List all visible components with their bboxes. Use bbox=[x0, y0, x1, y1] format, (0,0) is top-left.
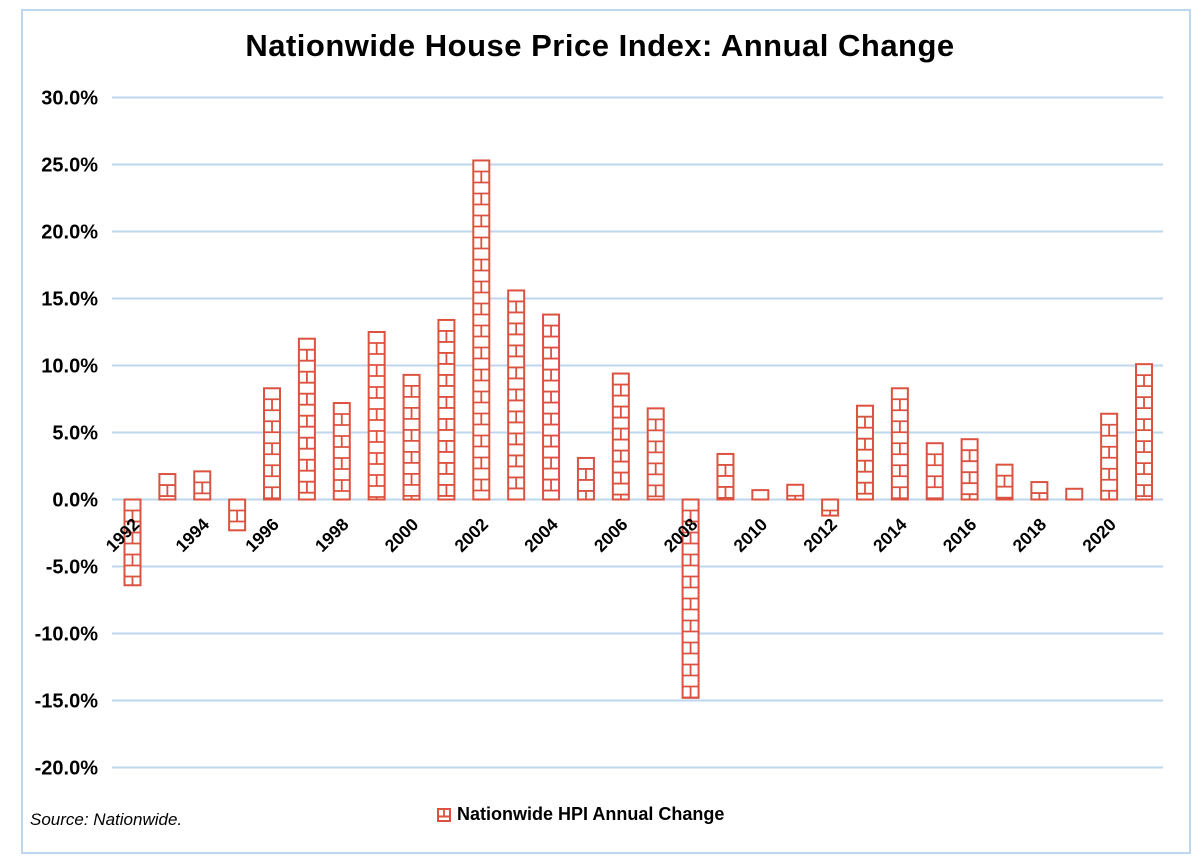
x-tick-label-2004: 2004 bbox=[520, 514, 562, 556]
bar-1995 bbox=[228, 498, 247, 532]
y-tick-label-30.0%: 30.0% bbox=[41, 88, 98, 110]
bar-1993 bbox=[158, 473, 177, 501]
bar-2011 bbox=[786, 483, 805, 501]
x-tick-label-2014: 2014 bbox=[869, 514, 911, 556]
x-tick-label-2016: 2016 bbox=[939, 514, 981, 556]
bar-2001 bbox=[437, 318, 456, 501]
bar-2017 bbox=[995, 463, 1014, 501]
bar-1998 bbox=[332, 402, 351, 501]
x-tick-label-1994: 1994 bbox=[171, 514, 213, 556]
bar-2000 bbox=[402, 373, 421, 501]
bar-2010 bbox=[751, 489, 770, 501]
y-tick-label-15.0%: 15.0% bbox=[41, 289, 98, 311]
bar-2009 bbox=[716, 452, 735, 501]
x-tick-label-2020: 2020 bbox=[1078, 514, 1120, 556]
bar-2015 bbox=[925, 442, 944, 501]
legend-label: Nationwide HPI Annual Change bbox=[457, 804, 725, 824]
bar-1992 bbox=[123, 498, 142, 587]
gridlines bbox=[112, 96, 1163, 769]
bar-1997 bbox=[297, 337, 316, 501]
bar-2005 bbox=[576, 456, 595, 501]
x-tick-label-2012: 2012 bbox=[799, 514, 841, 556]
source-note: Source: Nationwide. bbox=[30, 810, 183, 829]
bar-2012 bbox=[821, 498, 840, 517]
bar-2020 bbox=[1100, 412, 1119, 501]
bar-2018 bbox=[1030, 481, 1049, 501]
x-tick-label-1998: 1998 bbox=[311, 514, 353, 556]
legend-brick-swatch-icon bbox=[437, 807, 451, 822]
y-tick-label--15.0%: -15.0% bbox=[35, 691, 99, 713]
bar-2014 bbox=[890, 387, 909, 501]
bar-2007 bbox=[646, 407, 665, 501]
x-tick-label-2000: 2000 bbox=[381, 514, 423, 556]
bar-2016 bbox=[960, 438, 979, 501]
x-axis-tick-labels: 1992 1994 1996 1998 2000 2002 2004 2006 2008 2010… bbox=[102, 514, 1120, 556]
y-tick-label-25.0%: 25.0% bbox=[41, 155, 98, 177]
bar-2004 bbox=[542, 313, 561, 501]
y-tick-label-0.0%: 0.0% bbox=[52, 490, 98, 512]
y-tick-label--5.0%: -5.0% bbox=[46, 557, 98, 579]
y-tick-label-5.0%: 5.0% bbox=[52, 423, 98, 445]
bar-1996 bbox=[263, 387, 282, 501]
x-tick-label-2010: 2010 bbox=[729, 514, 771, 556]
y-tick-label-20.0%: 20.0% bbox=[41, 222, 98, 244]
bar-2008 bbox=[681, 498, 700, 699]
bar-2006 bbox=[611, 372, 630, 501]
y-tick-label-10.0%: 10.0% bbox=[41, 356, 98, 378]
bar-1994 bbox=[193, 470, 212, 501]
x-tick-label-2006: 2006 bbox=[590, 514, 632, 556]
chart-title: Nationwide House Price Index: Annual Cha… bbox=[245, 28, 955, 63]
bar-2021 bbox=[1135, 363, 1154, 501]
bar-2002 bbox=[472, 159, 491, 501]
bar-2013 bbox=[855, 404, 874, 501]
bar-series bbox=[123, 159, 1154, 699]
y-axis-tick-labels: 30.0% 25.0% 20.0% 15.0% 10.0% 5.0% 0.0% -5.0% -1… bbox=[35, 88, 99, 780]
bar-2003 bbox=[507, 289, 526, 501]
legend: Nationwide HPI Annual Change bbox=[437, 804, 724, 825]
bar-2019 bbox=[1065, 487, 1084, 501]
bar-1999 bbox=[367, 331, 386, 501]
y-tick-label--20.0%: -20.0% bbox=[35, 758, 99, 780]
x-tick-label-1996: 1996 bbox=[241, 514, 283, 556]
y-tick-label--10.0%: -10.0% bbox=[35, 624, 99, 646]
x-tick-label-2018: 2018 bbox=[1009, 514, 1051, 556]
x-tick-label-2002: 2002 bbox=[450, 514, 492, 556]
